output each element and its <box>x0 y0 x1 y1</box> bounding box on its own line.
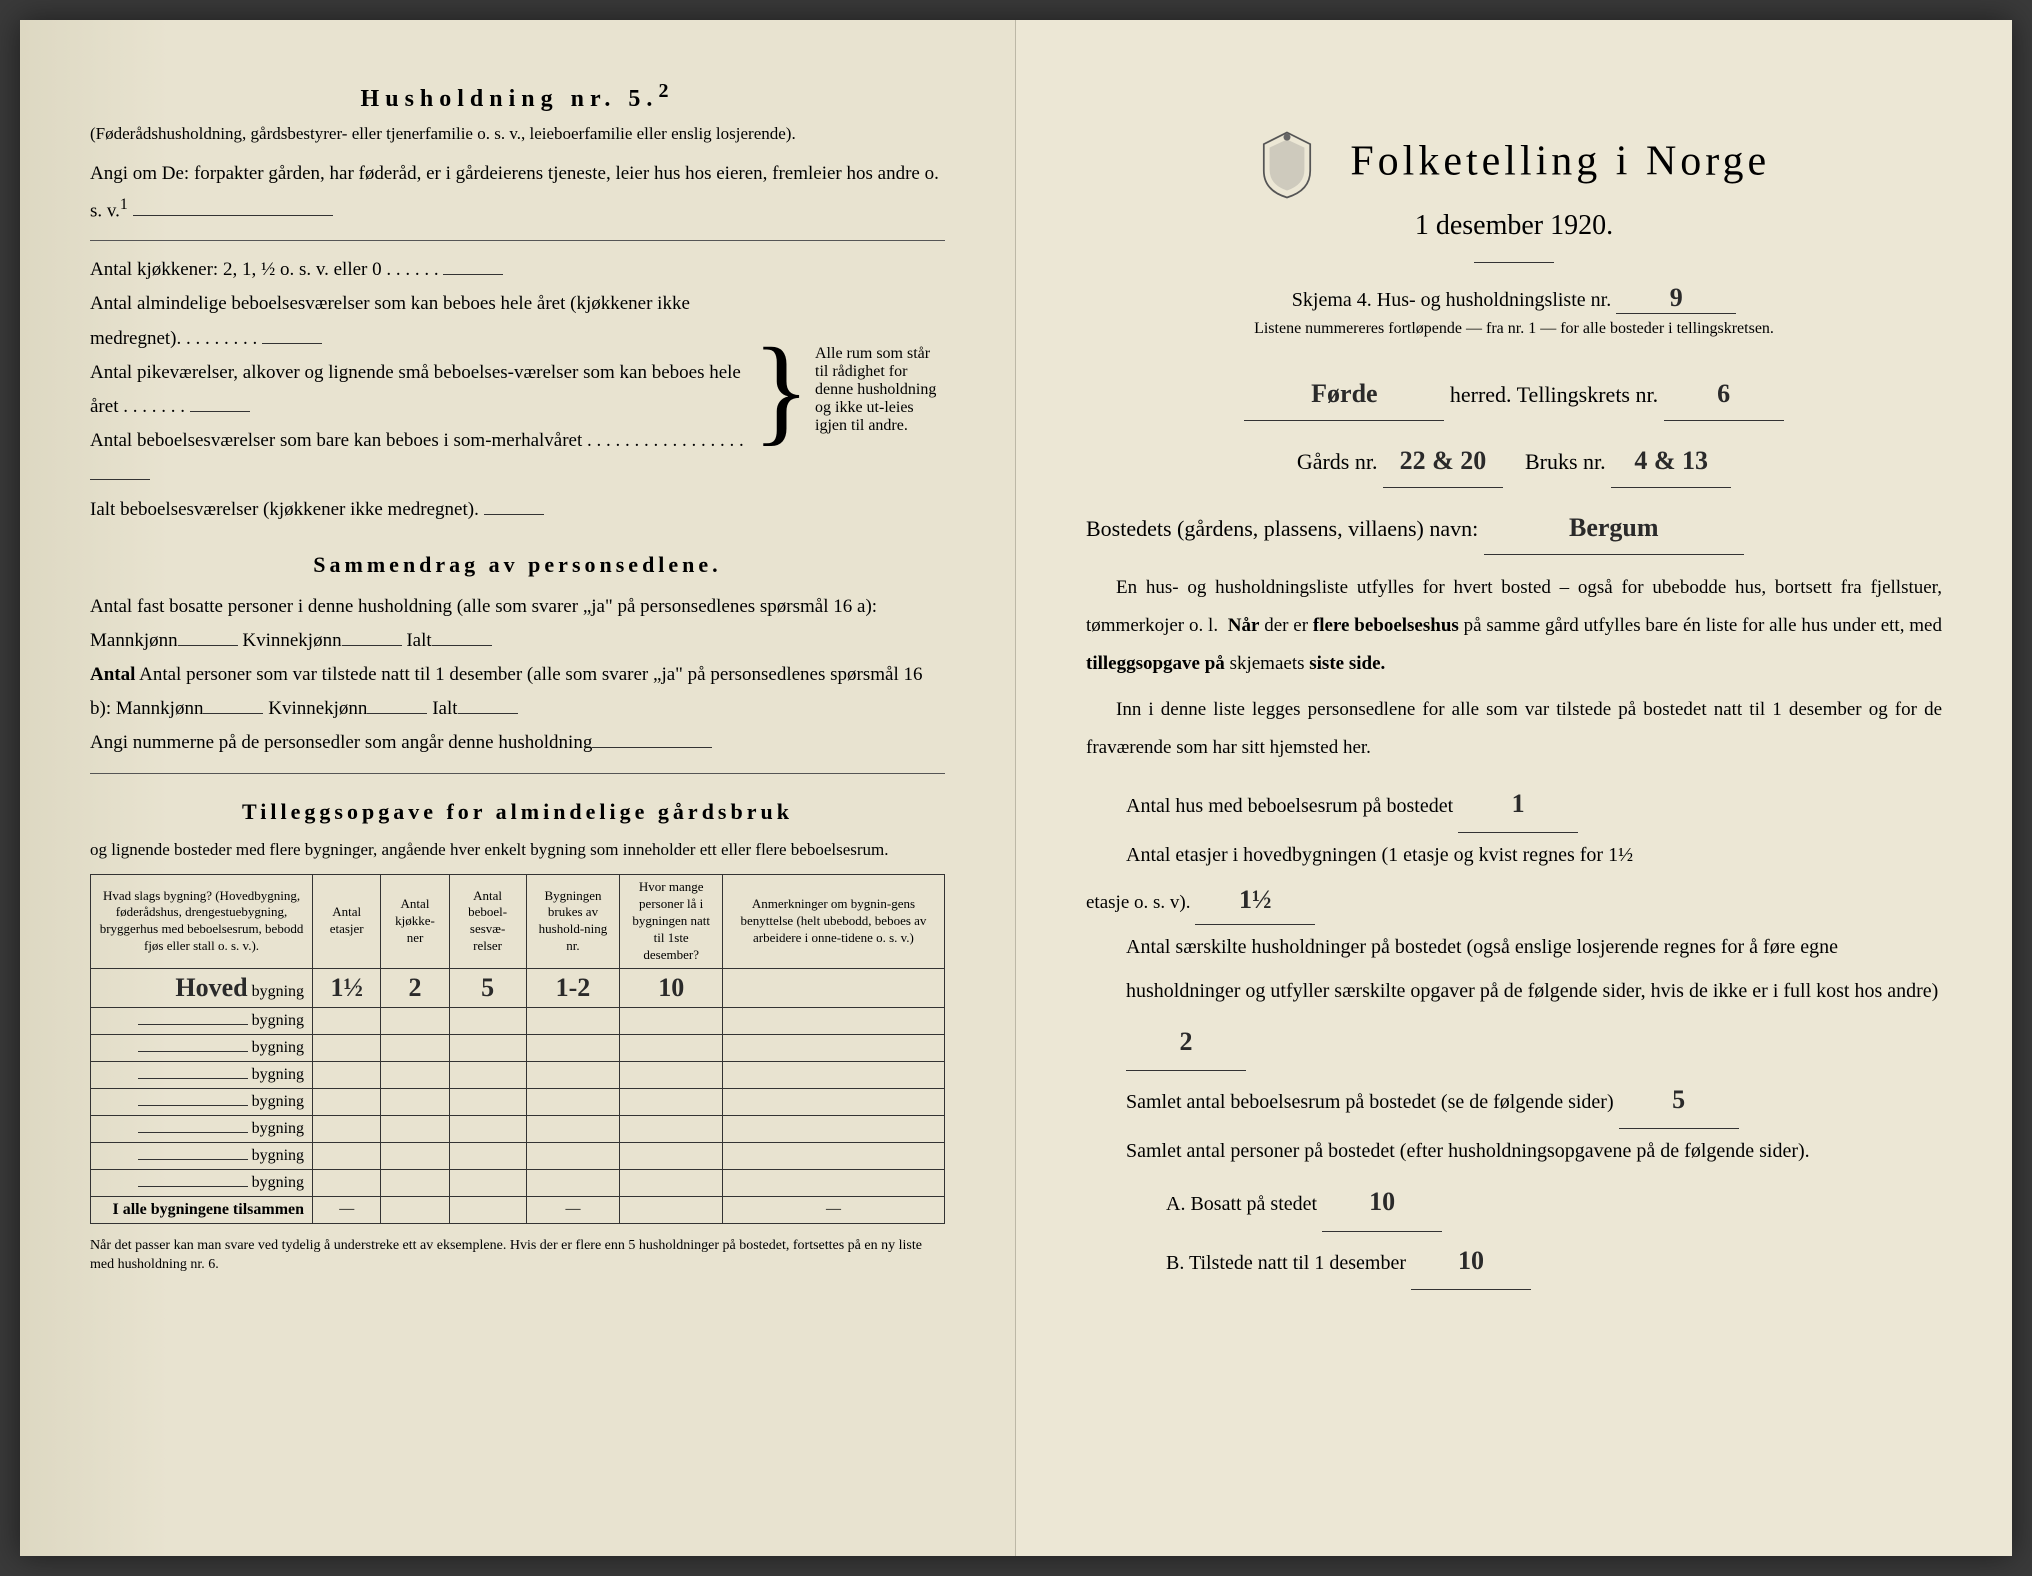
th-etasjer: Antal etasjer <box>313 875 381 968</box>
left-page: Husholdning nr. 5.2 (Føderådshusholdning… <box>20 20 1016 1556</box>
main-title: Folketelling i Norge <box>1086 130 1942 200</box>
q1: Antal hus med beboelsesrum på bostedet 1 <box>1126 775 1942 833</box>
para-1: En hus- og husholdningsliste utfylles fo… <box>1086 569 1942 683</box>
row1-v4: 1-2 <box>526 968 620 1007</box>
row1-v3: 5 <box>449 968 526 1007</box>
tillegg-sub: og lignende bosteder med flere bygninger… <box>90 837 945 863</box>
row1-v1: 1½ <box>313 968 381 1007</box>
right-page: Folketelling i Norge 1 desember 1920. Sk… <box>1016 20 2012 1556</box>
building-table: Hvad slags bygning? (Hovedbygning, føder… <box>90 874 945 1223</box>
summary-line-2: Antal Antal personer som var tilstede na… <box>90 658 945 726</box>
table-total-row: I alle bygningene tilsammen — — — <box>91 1196 945 1223</box>
herred-line: Førde herred. Tellingskrets nr. 6 <box>1086 368 1942 421</box>
household-title: Husholdning nr. 5.2 <box>90 80 945 113</box>
row1-v5: 10 <box>620 968 722 1007</box>
schema-line: Skjema 4. Hus- og husholdningsliste nr. … <box>1086 283 1942 314</box>
separator-2 <box>90 773 945 774</box>
th-brukes: Bygningen brukes av hushold-ning nr. <box>526 875 620 968</box>
q4: Samlet antal beboelsesrum på bostedet (s… <box>1126 1071 1942 1129</box>
qB: B. Tilstede natt til 1 desember 10 <box>1166 1232 1942 1290</box>
household-paren: (Føderådshusholdning, gårdsbestyrer- ell… <box>90 121 945 147</box>
angi-nummer: Angi nummerne på de personsedler som ang… <box>90 726 945 760</box>
qA: A. Bosatt på stedet 10 <box>1166 1173 1942 1231</box>
subnote: Listene nummereres fortløpende — fra nr.… <box>1086 320 1942 338</box>
kitchen-line: Antal kjøkkener: 2, 1, ½ o. s. v. eller … <box>90 253 747 287</box>
th-personer: Hvor mange personer lå i bygningen natt … <box>620 875 722 968</box>
para-2: Inn i denne liste legges personsedlene f… <box>1086 691 1942 767</box>
table-row: bygning <box>91 1142 945 1169</box>
gards-line: Gårds nr. 22 & 20 Bruks nr. 4 & 13 <box>1086 435 1942 488</box>
rooms-line-1: Antal almindelige beboelsesværelser som … <box>90 287 747 355</box>
table-row: bygning <box>91 1061 945 1088</box>
row1-label: Hoved bygning <box>91 968 313 1007</box>
short-divider <box>1474 262 1554 263</box>
th-beboel: Antal beboel-sesvæ-relser <box>449 875 526 968</box>
separator <box>90 240 945 241</box>
main-date: 1 desember 1920. <box>1086 210 1942 242</box>
row1-v6 <box>722 968 944 1007</box>
table-row: bygning <box>91 1115 945 1142</box>
q2: Antal etasjer i hovedbygningen (1 etasje… <box>1126 833 1942 877</box>
table-row: bygning <box>91 1088 945 1115</box>
table-row: bygning <box>91 1007 945 1034</box>
bosted-line: Bostedets (gårdens, plassens, villaens) … <box>1086 502 1942 555</box>
row1-v2: 2 <box>381 968 449 1007</box>
th-bygning: Hvad slags bygning? (Hovedbygning, føder… <box>91 875 313 968</box>
th-anmerk: Anmerkninger om bygnin-gens benyttelse (… <box>722 875 944 968</box>
brace-glyph: } <box>747 253 815 527</box>
rooms-line-2: Antal pikeværelser, alkover og lignende … <box>90 356 747 424</box>
th-kjokken: Antal kjøkke-ner <box>381 875 449 968</box>
rooms-line-3: Antal beboelsesværelser som bare kan beb… <box>90 424 747 492</box>
angi-line: Angi om De: forpakter gården, har føderå… <box>90 157 945 229</box>
summary-line-1: Antal fast bosatte personer i denne hush… <box>90 590 945 658</box>
q5: Samlet antal personer på bostedet (efter… <box>1126 1129 1942 1173</box>
q2b: etasje o. s. v). 1½ <box>1086 877 1942 925</box>
table-header-row: Hvad slags bygning? (Hovedbygning, føder… <box>91 875 945 968</box>
table-row: bygning <box>91 1034 945 1061</box>
rooms-bracket-section: Antal kjøkkener: 2, 1, ½ o. s. v. eller … <box>90 253 945 527</box>
q3: Antal særskilte husholdninger på bostede… <box>1126 925 1942 1071</box>
rooms-total: Ialt beboelsesværelser (kjøkkener ikke m… <box>90 493 747 527</box>
table-row: Hoved bygning 1½ 2 5 1-2 10 <box>91 968 945 1007</box>
coat-of-arms-icon <box>1258 130 1316 200</box>
footnote: Når det passer kan man svare ved tydelig… <box>90 1236 945 1275</box>
bracket-text: Alle rum som står til rådighet for denne… <box>815 253 945 527</box>
census-document: Husholdning nr. 5.2 (Føderådshusholdning… <box>20 20 2012 1556</box>
summary-title: Sammendrag av personsedlene. <box>90 552 945 578</box>
table-row: bygning <box>91 1169 945 1196</box>
tillegg-title: Tilleggsopgave for almindelige gårdsbruk <box>90 799 945 825</box>
